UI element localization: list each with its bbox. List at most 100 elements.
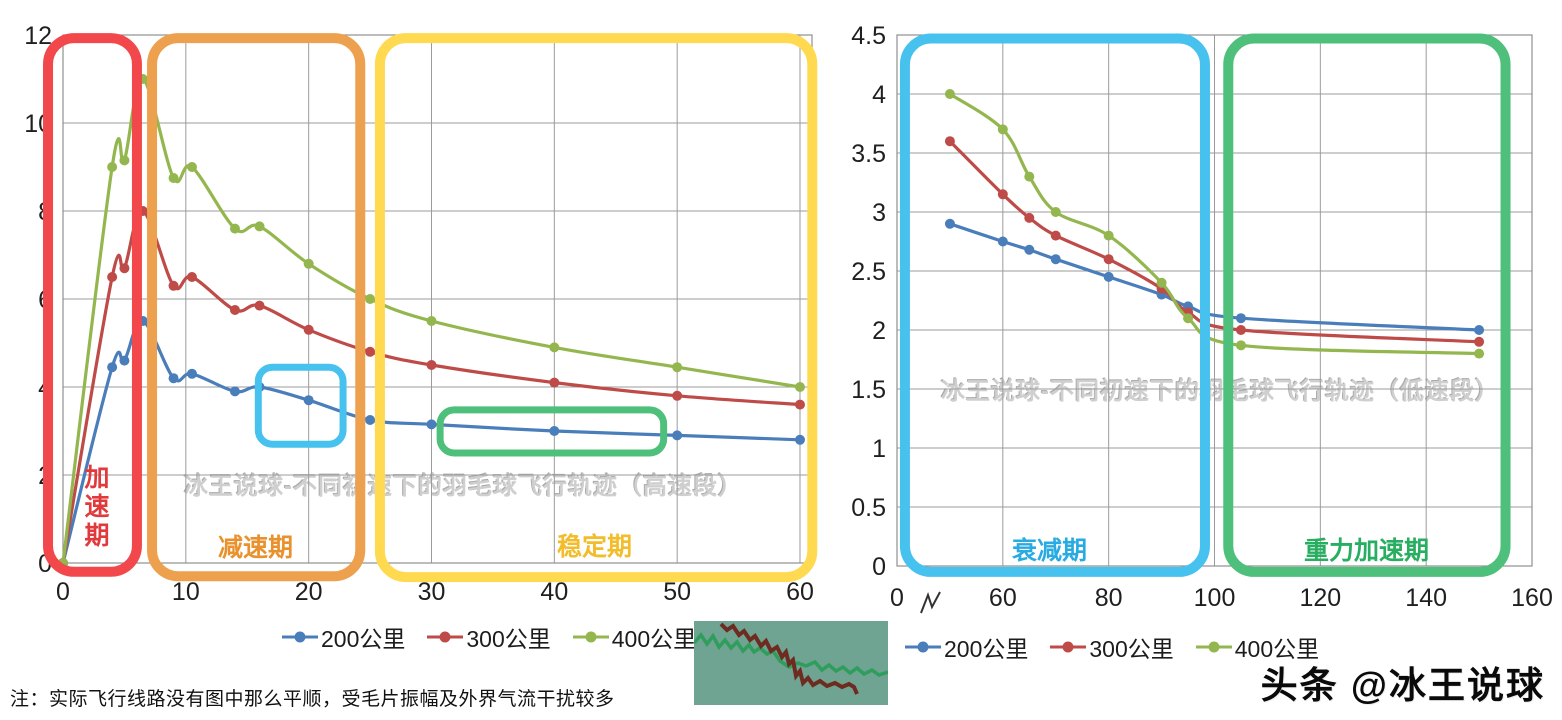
series-line bbox=[948, 92, 1481, 356]
y-tick-label: 3 bbox=[872, 199, 886, 227]
data-point-marker bbox=[1024, 212, 1035, 223]
y-tick-label: 8 bbox=[38, 198, 52, 226]
legend-label: 300公里 bbox=[1089, 636, 1174, 662]
inset-real-trajectory-image bbox=[694, 621, 888, 705]
watermark-high-speed: 冰王说球-不同初速下的羽毛球飞行轨迹（高速段） bbox=[184, 473, 743, 500]
data-point-marker bbox=[672, 362, 683, 373]
legend-marker-line-icon bbox=[572, 631, 609, 643]
legend-high-speed-chart: 200公里 300公里 400公里 bbox=[281, 620, 696, 654]
legend-marker-line-icon bbox=[1050, 641, 1087, 653]
data-point-marker bbox=[1156, 283, 1167, 294]
data-point-marker bbox=[549, 342, 560, 353]
data-point-marker bbox=[794, 399, 805, 410]
author-branding: 头条 @冰王说球 bbox=[1260, 665, 1545, 706]
x-tick-label: 0 bbox=[56, 578, 70, 606]
data-point-marker bbox=[1474, 348, 1485, 359]
data-point-marker bbox=[1183, 313, 1194, 324]
y-tick-label: 4.5 bbox=[851, 22, 886, 50]
x-tick-label: 80 bbox=[1095, 584, 1123, 612]
data-point-marker bbox=[794, 382, 805, 392]
highlight-box bbox=[436, 406, 668, 457]
x-tick-label: 30 bbox=[418, 578, 446, 606]
data-point-marker bbox=[1103, 271, 1114, 282]
x-tick-label: 60 bbox=[989, 584, 1017, 612]
data-point-marker bbox=[549, 377, 560, 388]
data-point-marker bbox=[944, 136, 955, 147]
data-point-marker bbox=[303, 324, 314, 335]
legend-label: 400公里 bbox=[1234, 636, 1320, 662]
x-tick-label: 0 bbox=[890, 584, 904, 612]
data-point-marker bbox=[119, 155, 130, 166]
data-point-marker bbox=[997, 124, 1008, 135]
data-point-marker bbox=[254, 300, 265, 311]
data-point-marker bbox=[1474, 325, 1485, 335]
data-point-marker bbox=[944, 89, 955, 99]
series-line bbox=[948, 222, 1481, 332]
data-point-marker bbox=[137, 206, 148, 216]
legend-item: 300公里 bbox=[1049, 630, 1174, 664]
data-point-marker bbox=[229, 386, 240, 397]
legend-item: 300公里 bbox=[426, 620, 551, 654]
data-point-marker bbox=[944, 218, 955, 229]
highlight-box bbox=[254, 363, 347, 448]
data-point-marker bbox=[1050, 207, 1061, 217]
y-tick-label: 0 bbox=[38, 550, 52, 578]
data-point-marker bbox=[794, 434, 805, 445]
series-line bbox=[61, 319, 802, 565]
data-point-marker bbox=[1156, 277, 1167, 288]
data-point-marker bbox=[168, 373, 179, 384]
legend-item: 400公里 bbox=[1195, 630, 1319, 664]
data-point-marker bbox=[1156, 289, 1167, 300]
y-tick-label: 0.5 bbox=[851, 494, 886, 522]
data-point-marker bbox=[168, 280, 179, 291]
series-line bbox=[61, 209, 802, 565]
legend-marker-line-icon bbox=[1195, 641, 1232, 653]
legend-label: 300公里 bbox=[466, 626, 551, 652]
data-point-marker bbox=[426, 360, 437, 370]
legend-item: 400公里 bbox=[572, 620, 696, 654]
data-point-marker bbox=[426, 419, 437, 430]
data-point-marker bbox=[365, 294, 376, 304]
x-tick-label: 50 bbox=[663, 578, 691, 606]
x-tick-label: 60 bbox=[786, 578, 814, 606]
data-point-marker bbox=[426, 316, 437, 326]
data-point-marker bbox=[997, 236, 1008, 247]
y-tick-label: 0 bbox=[872, 553, 886, 581]
data-point-marker bbox=[997, 189, 1008, 200]
y-tick-label: 2 bbox=[872, 317, 886, 345]
y-tick-label: 12 bbox=[24, 22, 52, 50]
data-point-marker bbox=[119, 263, 130, 274]
data-point-marker bbox=[1183, 307, 1194, 318]
legend-label: 200公里 bbox=[944, 636, 1029, 662]
series-line bbox=[948, 139, 1481, 344]
phase-box bbox=[1223, 33, 1511, 577]
phase-box bbox=[899, 33, 1210, 577]
legend-marker-line-icon bbox=[427, 631, 464, 643]
data-point-marker bbox=[229, 223, 240, 234]
data-point-marker bbox=[1103, 230, 1114, 241]
legend-marker-line-icon bbox=[282, 631, 318, 643]
y-tick-label: 10 bbox=[24, 110, 52, 138]
y-tick-label: 4 bbox=[872, 81, 886, 109]
data-point-marker bbox=[58, 558, 68, 568]
data-point-marker bbox=[137, 316, 148, 326]
data-point-marker bbox=[107, 272, 118, 282]
data-point-marker bbox=[672, 430, 683, 441]
phase-label-deceleration: 减速期 bbox=[218, 534, 294, 562]
y-tick-label: 4 bbox=[38, 374, 52, 402]
x-tick-label: 100 bbox=[1194, 584, 1236, 612]
data-point-marker bbox=[303, 395, 314, 406]
data-point-marker bbox=[1050, 230, 1061, 241]
data-point-marker bbox=[1235, 313, 1246, 324]
legend-marker-line-icon bbox=[905, 641, 941, 653]
data-point-marker bbox=[254, 382, 265, 392]
x-tick-label: 160 bbox=[1511, 584, 1553, 612]
data-point-marker bbox=[1024, 171, 1035, 182]
x-tick-label: 140 bbox=[1405, 584, 1447, 612]
x-tick-label: 20 bbox=[295, 578, 323, 606]
data-point-marker bbox=[1024, 244, 1035, 255]
x-tick-label: 40 bbox=[540, 578, 568, 606]
data-point-marker bbox=[1235, 340, 1246, 351]
y-tick-label: 1 bbox=[872, 435, 886, 463]
